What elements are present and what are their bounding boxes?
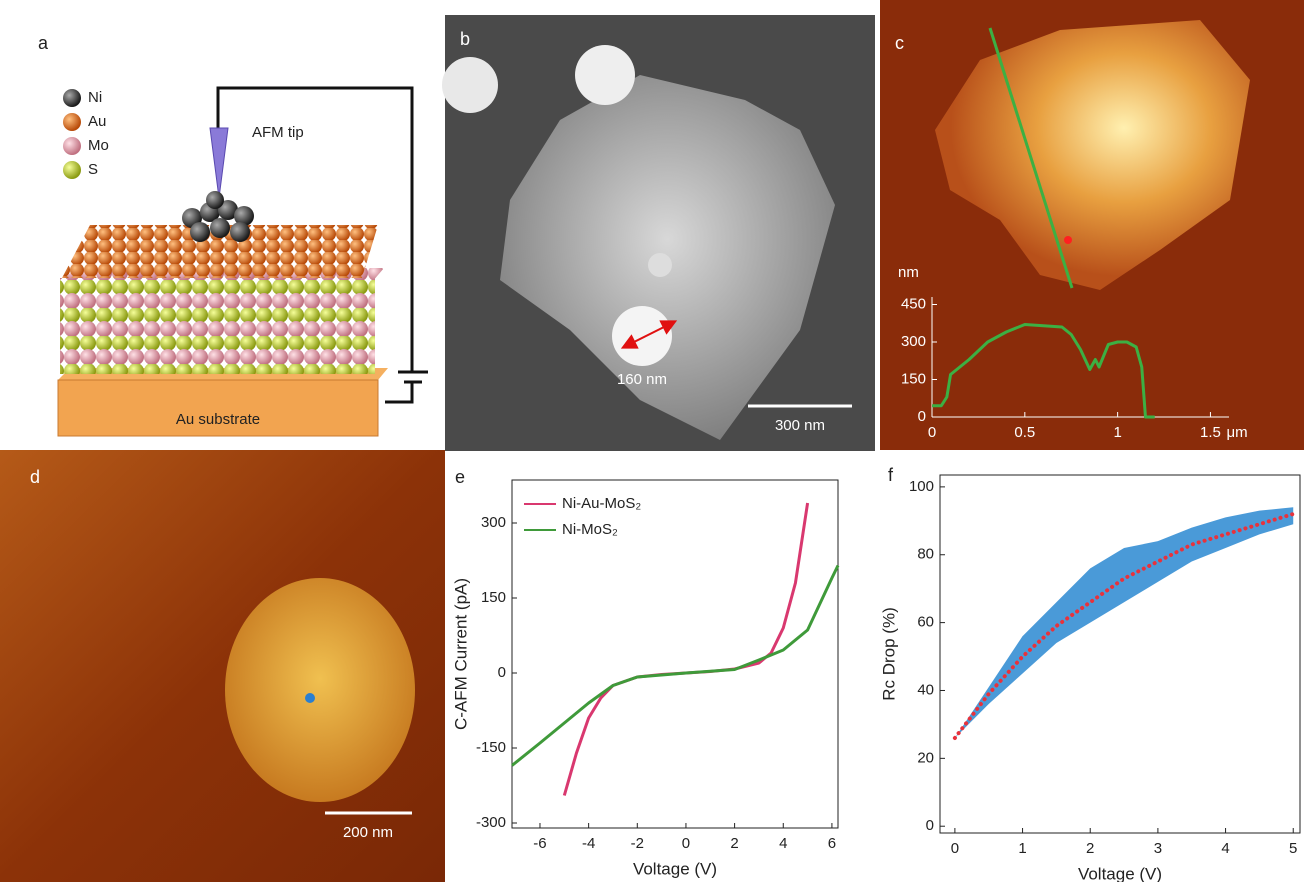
- x-tick-label: 1: [1113, 424, 1121, 441]
- y-tick-label: 0: [498, 664, 506, 681]
- x-tick-label: 3: [1154, 840, 1162, 857]
- y-tick-label: 0: [926, 817, 934, 834]
- panel-label: b: [460, 29, 470, 49]
- legend-text: Ni: [88, 89, 102, 106]
- tip-label: AFM tip: [252, 124, 304, 141]
- x-tick-label: 2: [1086, 840, 1094, 857]
- point: [1064, 236, 1072, 244]
- y-tick-label: 60: [917, 614, 934, 631]
- scale-label: 200 nm: [343, 824, 393, 841]
- legend-ball: [63, 161, 81, 179]
- panel-label: e: [455, 467, 465, 487]
- x-tick-label: 1: [1018, 840, 1026, 857]
- x-tick-label: 4: [1221, 840, 1229, 857]
- y-tick-label: -150: [476, 739, 506, 756]
- panel-c: c: [880, 0, 1304, 450]
- y-tick-label: 80: [917, 546, 934, 563]
- particle: [225, 578, 415, 802]
- x-tick-label: -6: [533, 835, 546, 852]
- x-tick-label: 0: [928, 424, 936, 441]
- y-tick-label: 40: [917, 681, 934, 698]
- panel-label: c: [895, 33, 904, 53]
- x-tick-label: -2: [631, 835, 644, 852]
- y-axis-label: C-AFM Current (pA): [451, 578, 470, 730]
- y-tick-label: 450: [901, 295, 926, 312]
- x-unit: μm: [1226, 424, 1247, 441]
- series-line: [512, 566, 838, 766]
- particle: [612, 306, 672, 366]
- y-unit: nm: [898, 264, 919, 281]
- legend-text: S: [88, 161, 98, 178]
- figure: a Ni Au Mo S Au substrate AFM tip 160 nm…: [0, 0, 1304, 882]
- series-line: [955, 514, 1293, 738]
- legend-label: Ni-Au-MoS₂: [562, 495, 641, 512]
- x-tick-label: 0: [682, 835, 690, 852]
- x-axis-label: Voltage (V): [633, 859, 717, 878]
- y-tick-label: 100: [909, 478, 934, 495]
- y-tick-label: 150: [481, 589, 506, 606]
- afm-tip: [210, 128, 228, 198]
- ni-cluster: [182, 191, 254, 242]
- y-tick-label: 300: [901, 333, 926, 350]
- x-tick-label: -4: [582, 835, 595, 852]
- legend-ball: [63, 113, 81, 131]
- size-label: 160 nm: [617, 371, 667, 388]
- series-line: [564, 503, 807, 796]
- particle: [575, 45, 635, 105]
- x-tick-label: 6: [828, 835, 836, 852]
- y-axis-label: Rc Drop (%): [879, 607, 898, 701]
- mos2-layers: [60, 278, 375, 374]
- y-tick-label: -300: [476, 814, 506, 831]
- plot-frame: [512, 480, 838, 828]
- panel-label: a: [38, 33, 49, 53]
- legend-text: Mo: [88, 137, 109, 154]
- x-tick-label: 2: [730, 835, 738, 852]
- panel-label: d: [30, 467, 40, 487]
- legend-text: Au: [88, 113, 106, 130]
- x-tick-label: 0.5: [1014, 424, 1035, 441]
- error-band: [955, 507, 1293, 738]
- panel-d: 200 nm d: [0, 450, 445, 882]
- legend-ball: [63, 137, 81, 155]
- x-tick-label: 1.5: [1200, 424, 1221, 441]
- x-tick-label: 5: [1289, 840, 1297, 857]
- panel-label: f: [888, 465, 894, 485]
- scale-label: 300 nm: [775, 417, 825, 434]
- y-tick-label: 300: [481, 514, 506, 531]
- legend-ball: [63, 89, 81, 107]
- y-tick-label: 0: [918, 408, 926, 425]
- wire: [385, 382, 412, 402]
- particle: [648, 253, 672, 277]
- panel-b: 160 nm 300 nm b: [442, 15, 875, 451]
- legend-label: Ni-MoS₂: [562, 521, 618, 538]
- y-tick-label: 150: [901, 370, 926, 387]
- x-tick-label: 0: [951, 840, 959, 857]
- substrate-label: Au substrate: [176, 411, 260, 428]
- panel-a: a Ni Au Mo S Au substrate AFM tip: [38, 33, 428, 436]
- x-tick-label: 4: [779, 835, 787, 852]
- y-tick-label: 20: [917, 749, 934, 766]
- x-axis-label: Voltage (V): [1078, 864, 1162, 882]
- particle: [442, 57, 498, 113]
- point: [305, 693, 315, 703]
